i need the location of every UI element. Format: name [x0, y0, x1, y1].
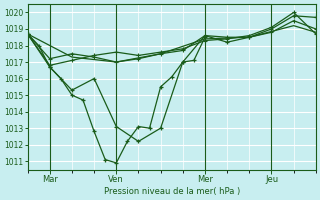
X-axis label: Pression niveau de la mer( hPa ): Pression niveau de la mer( hPa ) — [104, 187, 240, 196]
